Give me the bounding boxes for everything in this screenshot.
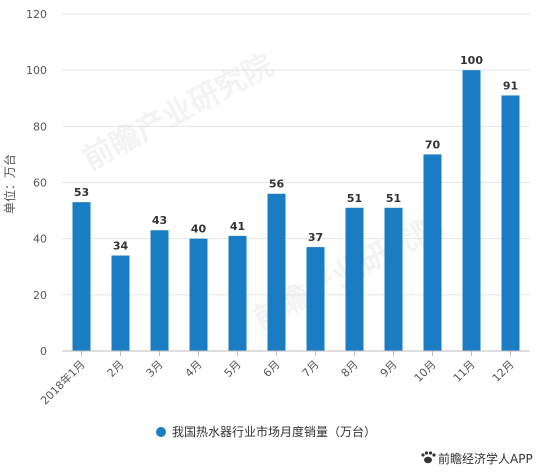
bars <box>72 70 520 352</box>
bar[interactable] <box>423 154 442 351</box>
svg-text:前瞻产业研究院: 前瞻产业研究院 <box>77 48 279 177</box>
bar[interactable] <box>189 238 208 351</box>
bar[interactable] <box>72 202 91 351</box>
bar[interactable] <box>111 255 130 351</box>
y-tick-label: 40 <box>33 233 47 246</box>
x-tick-label: 6月 <box>261 358 283 380</box>
data-label: 37 <box>308 231 323 244</box>
legend-marker <box>156 427 166 437</box>
data-label: 70 <box>425 138 441 151</box>
bar[interactable] <box>228 235 247 351</box>
y-tick-label: 60 <box>33 177 47 190</box>
y-tick-label: 100 <box>26 64 47 77</box>
data-label: 51 <box>386 192 401 205</box>
x-tick-label: 11月 <box>451 358 478 385</box>
y-tick-label: 120 <box>26 8 47 21</box>
data-label: 51 <box>347 192 362 205</box>
data-label: 53 <box>74 186 89 199</box>
y-axis-ticks: 0 20 40 60 80 100 120 <box>26 8 47 358</box>
x-tick-label: 12月 <box>490 358 517 385</box>
x-tick-label: 8月 <box>339 358 361 380</box>
x-tick-label: 10月 <box>412 358 439 385</box>
legend[interactable]: 我国热水器行业市场月度销量（万台） <box>156 424 376 439</box>
bar[interactable] <box>384 207 403 351</box>
y-tick-label: 20 <box>33 289 47 302</box>
x-tick-label: 2月 <box>105 358 127 380</box>
data-label: 43 <box>152 214 167 227</box>
data-label: 34 <box>113 240 129 253</box>
bar[interactable] <box>306 247 325 351</box>
bar[interactable] <box>462 70 481 352</box>
y-tick-label: 0 <box>40 345 47 358</box>
x-tick-label: 3月 <box>144 358 166 380</box>
x-axis-ticks: 2018年1月 2月 3月 4月 5月 6月 7月 8月 9月 10月 11月 12月 <box>37 351 517 407</box>
x-tick-label: 2018年1月 <box>37 357 87 407</box>
gridlines <box>62 13 530 296</box>
bar[interactable] <box>267 193 286 351</box>
bar[interactable] <box>501 95 520 351</box>
credit: 前瞻经济学人APP <box>421 451 533 466</box>
data-label: 100 <box>460 54 483 67</box>
credit-text: 前瞻经济学人APP <box>438 451 533 466</box>
data-labels: 53 34 43 40 41 56 37 51 51 70 100 91 <box>74 54 518 252</box>
data-label: 91 <box>503 79 518 92</box>
y-tick-label: 80 <box>33 120 47 133</box>
legend-label: 我国热水器行业市场月度销量（万台） <box>172 424 376 439</box>
x-tick-label: 9月 <box>378 358 400 380</box>
x-tick-label: 5月 <box>222 358 244 380</box>
bar[interactable] <box>345 207 364 351</box>
data-label: 56 <box>269 178 285 191</box>
x-tick-label: 7月 <box>300 358 322 380</box>
data-label: 40 <box>191 223 207 236</box>
y-axis-label: 单位：万台 <box>2 154 17 214</box>
x-tick-label: 4月 <box>183 358 205 380</box>
paw-icon <box>421 451 436 464</box>
data-label: 41 <box>230 220 245 233</box>
bar[interactable] <box>150 230 169 351</box>
